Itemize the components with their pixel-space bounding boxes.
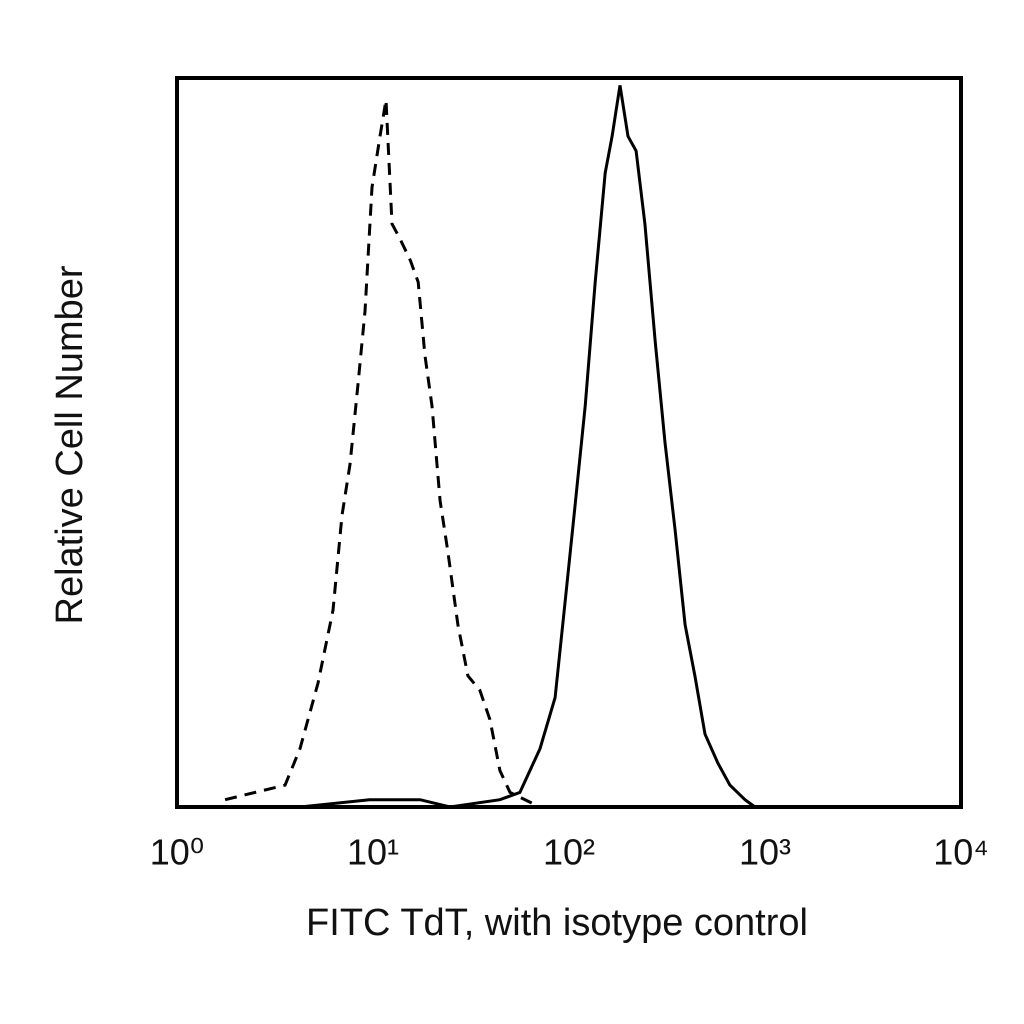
y-axis-label: Relative Cell Number bbox=[49, 265, 91, 624]
plot-frame bbox=[175, 76, 963, 809]
histogram-line bbox=[229, 85, 756, 809]
x-tick-label: 10⁴ bbox=[933, 832, 989, 873]
x-tick-label: 10² bbox=[543, 832, 595, 873]
x-axis-label: FITC TdT, with isotype control bbox=[306, 902, 808, 944]
x-tick-label: 10³ bbox=[739, 832, 791, 873]
histogram-line bbox=[224, 99, 541, 809]
x-tick-label: 10⁰ bbox=[150, 832, 204, 873]
x-tick-label: 10¹ bbox=[347, 832, 399, 873]
